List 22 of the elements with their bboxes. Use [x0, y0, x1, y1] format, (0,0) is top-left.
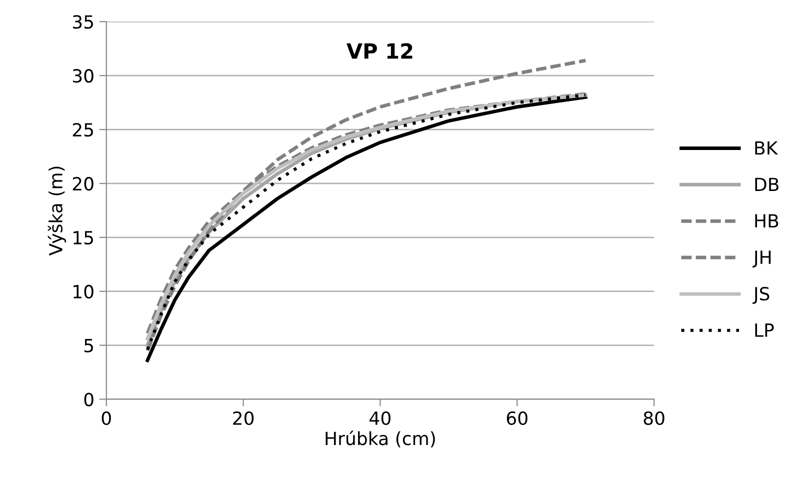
legend-label: JS	[752, 286, 770, 304]
legend-label: HB	[755, 214, 778, 228]
x-axis-title: Hrúbka (cm)	[326, 430, 435, 448]
y-tick-label: 10	[74, 284, 94, 298]
text: VP 12	[346, 43, 412, 59]
legend-label: LP	[755, 324, 774, 337]
y-tick-label: 35	[72, 15, 93, 29]
x-tick-label: 0	[102, 411, 111, 426]
y-tick-label: 5	[84, 338, 93, 352]
x-tick-label: 80	[644, 411, 664, 426]
legend-label: BK	[755, 141, 778, 155]
y-tick-label: 25	[72, 122, 93, 137]
y-tick-label: 30	[72, 69, 94, 83]
x-tick-label: 40	[370, 411, 390, 426]
y-tick-label: 15	[74, 231, 93, 245]
x-tick-label: 60	[506, 411, 528, 426]
legend-label: JH	[752, 250, 771, 268]
legend-label: DB	[755, 178, 778, 191]
y-tick-label: 0	[84, 392, 94, 406]
y-axis-title: Výška (m)	[48, 166, 66, 256]
x-tick-label: 20	[233, 411, 254, 426]
y-tick-label: 20	[72, 176, 94, 191]
